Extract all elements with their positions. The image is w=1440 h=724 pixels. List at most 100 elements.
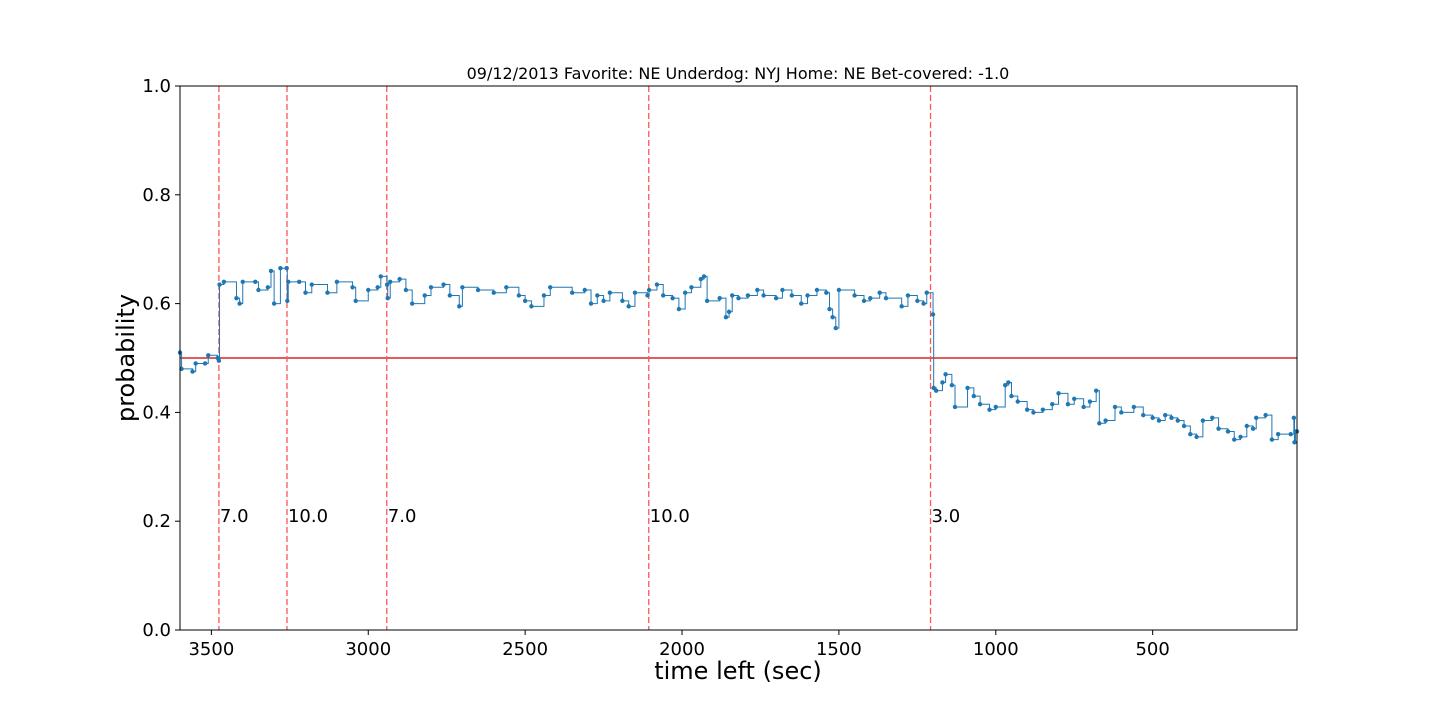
probability-point (475, 287, 481, 293)
event-label: 10.0 (288, 506, 328, 527)
probability-point (1072, 396, 1077, 401)
probability-point (773, 295, 779, 301)
probability-point (689, 285, 694, 290)
probability-point (202, 361, 208, 366)
probability-point (607, 290, 613, 295)
probability-point (1024, 407, 1030, 412)
probability-point (378, 274, 384, 279)
probability-point (1263, 412, 1268, 418)
probability-point (780, 287, 785, 293)
probability-point (286, 279, 291, 285)
probability-point (987, 407, 992, 412)
probability-point (601, 298, 606, 304)
probability-point (268, 268, 274, 274)
probability-point (940, 380, 945, 385)
probability-point (234, 295, 239, 301)
probability-point (899, 304, 904, 309)
probability-point (1015, 399, 1020, 404)
probability-point (1210, 415, 1215, 421)
probability-point (278, 266, 283, 271)
y-axis-label: probability (112, 294, 140, 422)
probability-point (943, 372, 948, 377)
probability-point (745, 293, 751, 298)
x-tick-label: 3000 (345, 639, 391, 660)
plot-frame (179, 85, 1298, 631)
probability-point (403, 287, 409, 293)
probability-point (1181, 423, 1187, 429)
x-axis-label: time left (sec) (654, 657, 822, 685)
probability-point (799, 301, 804, 306)
probability-point (877, 290, 882, 295)
probability-point (297, 279, 302, 285)
probability-point (814, 287, 820, 293)
probability-point (265, 285, 271, 290)
probability-point (303, 290, 308, 295)
probability-point (548, 285, 553, 290)
probability-point (861, 298, 867, 304)
probability-point (309, 282, 314, 287)
x-tick-label: 2500 (502, 639, 548, 660)
probability-point (830, 315, 835, 320)
probability-point (836, 287, 842, 293)
probability-point (1232, 437, 1237, 442)
probability-point (1087, 399, 1093, 404)
probability-point (409, 301, 415, 306)
probability-point (682, 290, 688, 295)
probability-point (1112, 404, 1118, 410)
probability-point (460, 285, 465, 290)
probability-point (256, 287, 261, 293)
probability-point (240, 279, 245, 285)
probability-point (755, 287, 760, 293)
probability-point (905, 293, 911, 298)
y-tick-label: 0.8 (142, 185, 171, 206)
x-tick-label: 3500 (188, 639, 234, 660)
probability-point (350, 285, 355, 290)
probability-point (977, 402, 983, 407)
probability-point (1250, 426, 1256, 431)
probability-point (632, 290, 638, 295)
x-tick-label: 1500 (816, 639, 862, 660)
probability-point (1006, 380, 1011, 385)
probability-point (1065, 402, 1071, 407)
probability-point (1009, 393, 1014, 399)
probability-point (588, 301, 594, 306)
probability-point (284, 266, 289, 271)
probability-point (833, 325, 838, 331)
probability-point (698, 276, 704, 282)
probability-point (921, 301, 926, 306)
probability-point (447, 293, 453, 298)
probability-point (949, 383, 955, 388)
probability-point (676, 306, 682, 312)
probability-point (805, 293, 810, 298)
probability-line (180, 267, 1297, 443)
probability-point (1163, 412, 1168, 418)
probability-point (1291, 415, 1297, 421)
probability-point (1216, 426, 1221, 431)
probability-point (529, 304, 534, 309)
probability-point (660, 293, 666, 298)
probability-point (221, 279, 227, 285)
probability-point (190, 369, 195, 374)
probability-point (570, 290, 575, 295)
x-tick-label: 2000 (659, 639, 705, 660)
probability-point (654, 282, 660, 287)
probability-point (1188, 431, 1193, 437)
probability-point (366, 287, 371, 293)
probability-point (1269, 437, 1275, 442)
probability-point (285, 298, 290, 304)
probability-point (441, 282, 446, 287)
probability-point (1103, 418, 1108, 423)
x-tick-label: 500 (1135, 639, 1169, 660)
probability-point (1131, 404, 1137, 410)
probability-point (883, 295, 889, 301)
probability-point (730, 293, 735, 298)
probability-point (1175, 418, 1180, 423)
probability-point (701, 274, 707, 279)
probability-point (522, 298, 528, 304)
probability-point (1225, 429, 1231, 434)
probability-point (761, 293, 766, 298)
probability-point (428, 285, 434, 290)
probability-point (1050, 402, 1055, 407)
probability-point (646, 287, 652, 293)
probability-point (1194, 434, 1199, 440)
